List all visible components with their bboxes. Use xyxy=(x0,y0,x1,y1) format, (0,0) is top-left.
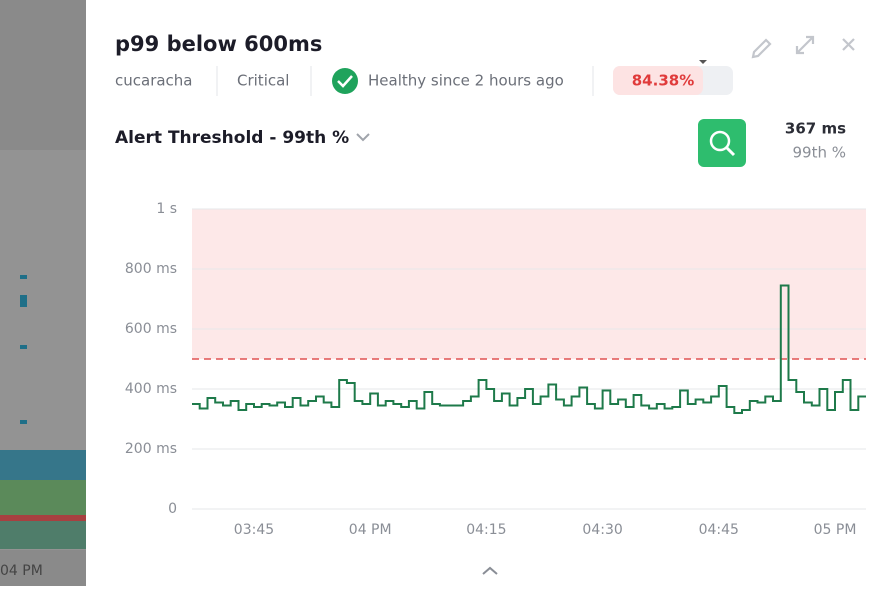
x-tick-label: 04:45 xyxy=(699,522,739,538)
collapse-icon[interactable] xyxy=(482,566,498,575)
edit-icon[interactable] xyxy=(751,38,772,59)
healthy-icon xyxy=(332,68,358,94)
y-tick-label: 600 ms xyxy=(125,321,177,337)
service: cucaracha xyxy=(115,72,193,90)
x-tick-label: 04:15 xyxy=(466,522,506,538)
y-tick-label: 200 ms xyxy=(125,441,177,457)
toolbar[interactable] xyxy=(751,35,855,59)
gauge-fill xyxy=(613,66,703,95)
x-tick-label: 04:30 xyxy=(582,522,622,538)
gauge-marker xyxy=(699,60,707,64)
x-tick-label: 03:45 xyxy=(234,522,274,538)
plot: 0 200 ms 400 ms 600 ms 800 ms 1 s 03:45 04 PM 04… xyxy=(125,201,866,538)
backdrop-time: 04 PM xyxy=(0,563,43,579)
severity: Critical xyxy=(237,72,289,90)
threshold-selector[interactable]: Alert Threshold - 99th % xyxy=(115,128,349,148)
analyze-button[interactable] xyxy=(698,119,746,167)
x-tick-label: 05 PM xyxy=(814,522,857,538)
check xyxy=(337,75,353,88)
chevron[interactable] xyxy=(356,133,370,142)
y-tick-label: 400 ms xyxy=(125,381,177,397)
stat-label: 99th % xyxy=(793,144,847,162)
backdrop-heatmap xyxy=(0,275,86,549)
search-icon[interactable] xyxy=(709,130,731,152)
gauge-value: 84.38% xyxy=(632,72,694,90)
status: Healthy since 2 hours ago xyxy=(368,72,564,90)
y-tick-label: 800 ms xyxy=(125,261,177,277)
expand-icon[interactable] xyxy=(795,35,815,55)
y-tick-label: 1 s xyxy=(156,201,177,217)
alert-zone xyxy=(192,209,866,359)
latency-line xyxy=(192,284,866,414)
y-tick-label: 0 xyxy=(168,501,177,517)
x-tick-label: 04 PM xyxy=(349,522,392,538)
close-icon[interactable] xyxy=(842,38,855,51)
search-handle[interactable] xyxy=(725,146,736,157)
alert-title: p99 below 600ms xyxy=(115,32,322,56)
stat-value: 367 ms xyxy=(785,120,846,138)
